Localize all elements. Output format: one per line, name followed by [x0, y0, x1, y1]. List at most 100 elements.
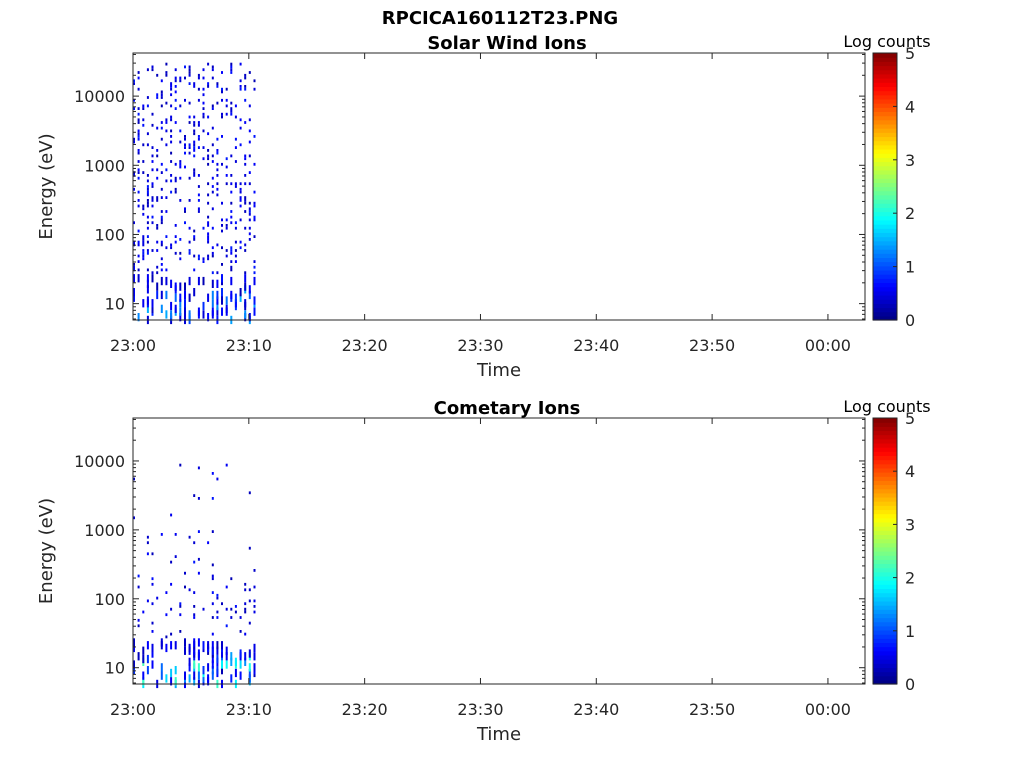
heatmap-cell	[133, 240, 135, 244]
heatmap-cell	[160, 276, 163, 286]
heatmap-cell	[151, 577, 154, 581]
heatmap-cell	[225, 98, 228, 102]
heatmap-cell	[188, 240, 191, 244]
heatmap-cell	[151, 112, 154, 116]
colorbar-segment	[873, 438, 897, 444]
heatmap-cell	[193, 174, 196, 177]
heatmap-cell	[230, 652, 233, 661]
heatmap-cell	[253, 271, 256, 275]
heatmap-cell	[174, 282, 177, 291]
heatmap-cell	[165, 643, 168, 653]
colorbar-segment	[873, 98, 897, 104]
heatmap-cell	[174, 666, 177, 675]
heatmap-cell	[165, 210, 168, 213]
heatmap-cell	[170, 93, 173, 97]
y-tick-label: 10000	[74, 87, 125, 106]
heatmap-cell	[193, 140, 196, 144]
heatmap-cell	[248, 621, 251, 625]
heatmap-cell	[216, 616, 219, 619]
panel-title: Cometary Ions	[434, 398, 581, 419]
heatmap-cell	[244, 243, 247, 247]
heatmap-cell	[193, 494, 196, 497]
heatmap-cell	[230, 221, 233, 225]
heatmap-cell	[216, 182, 219, 186]
heatmap-cell	[202, 115, 205, 119]
heatmap-cell	[174, 224, 177, 227]
heatmap-cell	[151, 196, 154, 199]
heatmap-cell	[211, 176, 214, 180]
heatmap-cell	[170, 135, 173, 138]
heatmap-cell	[225, 585, 228, 589]
colorbar-segment	[873, 157, 897, 163]
x-tick-label: 23:50	[689, 700, 735, 719]
heatmap-cell	[165, 73, 168, 77]
heatmap-cell	[184, 165, 186, 169]
heatmap-cell	[216, 243, 219, 247]
colorbar-segment	[873, 257, 897, 263]
heatmap-cell	[244, 201, 247, 205]
heatmap-cell	[142, 610, 145, 614]
x-tick-label: 23:40	[573, 700, 619, 719]
heatmap-cell	[197, 276, 200, 286]
heatmap-cell	[146, 599, 149, 603]
colorbar-segment	[873, 629, 897, 635]
colorbar-segment	[873, 571, 897, 577]
heatmap-cell	[234, 260, 237, 263]
heatmap-cell	[202, 226, 205, 230]
heatmap-cell	[248, 104, 251, 108]
heatmap-cell	[151, 154, 154, 158]
heatmap-cell	[211, 646, 214, 655]
heatmap-cell	[160, 79, 163, 83]
colorbar-segment	[873, 559, 897, 565]
heatmap-cell	[156, 226, 159, 230]
colorbar-tick-label: 4	[905, 462, 915, 481]
heatmap-cell	[211, 246, 214, 250]
heatmap-cell	[211, 290, 214, 300]
heatmap-cell	[137, 76, 140, 80]
heatmap-cell	[202, 257, 205, 261]
heatmap-cell	[160, 268, 163, 272]
heatmap-cell	[133, 171, 135, 174]
heatmap-cell	[188, 535, 191, 539]
heatmap-cell	[216, 279, 219, 288]
colorbar-segment	[873, 90, 897, 96]
colorbar-segment	[873, 513, 897, 519]
heatmap-cell	[170, 174, 173, 177]
heatmap-cell	[179, 251, 182, 255]
heatmap-cell	[193, 605, 196, 608]
heatmap-cell	[225, 218, 228, 222]
heatmap-cell	[193, 154, 196, 158]
colorbar-segment	[873, 617, 897, 623]
colorbar-segment	[873, 165, 897, 171]
x-tick-label: 23:40	[573, 336, 619, 355]
colorbar-segment	[873, 207, 897, 213]
heatmap-cell	[248, 226, 251, 230]
heatmap-cell	[244, 282, 247, 291]
heatmap-cell	[239, 190, 242, 194]
heatmap-cell	[239, 126, 242, 130]
heatmap-cell	[234, 293, 237, 302]
colorbar-segment	[873, 663, 897, 668]
colorbar-segment	[873, 240, 897, 246]
heatmap-cell	[133, 288, 135, 297]
heatmap-cell	[197, 571, 200, 575]
heatmap-cell	[244, 162, 247, 166]
heatmap-cell	[137, 574, 140, 578]
heatmap-cell	[230, 260, 233, 263]
heatmap-cell	[216, 149, 219, 152]
heatmap-cell	[151, 68, 154, 72]
heatmap-cell	[197, 123, 200, 127]
heatmap-cell	[211, 563, 214, 567]
heatmap-cell	[211, 299, 214, 308]
colorbar-segment	[873, 580, 897, 585]
heatmap-cell	[165, 635, 168, 639]
heatmap-cell	[137, 160, 140, 163]
heatmap-cell	[137, 624, 140, 628]
colorbar-segment	[873, 667, 897, 673]
heatmap-cell	[225, 112, 228, 116]
colorbar-segment	[873, 107, 897, 112]
colorbar-segment	[873, 521, 897, 527]
heatmap-cell	[142, 251, 145, 255]
heatmap-cell	[216, 610, 219, 614]
